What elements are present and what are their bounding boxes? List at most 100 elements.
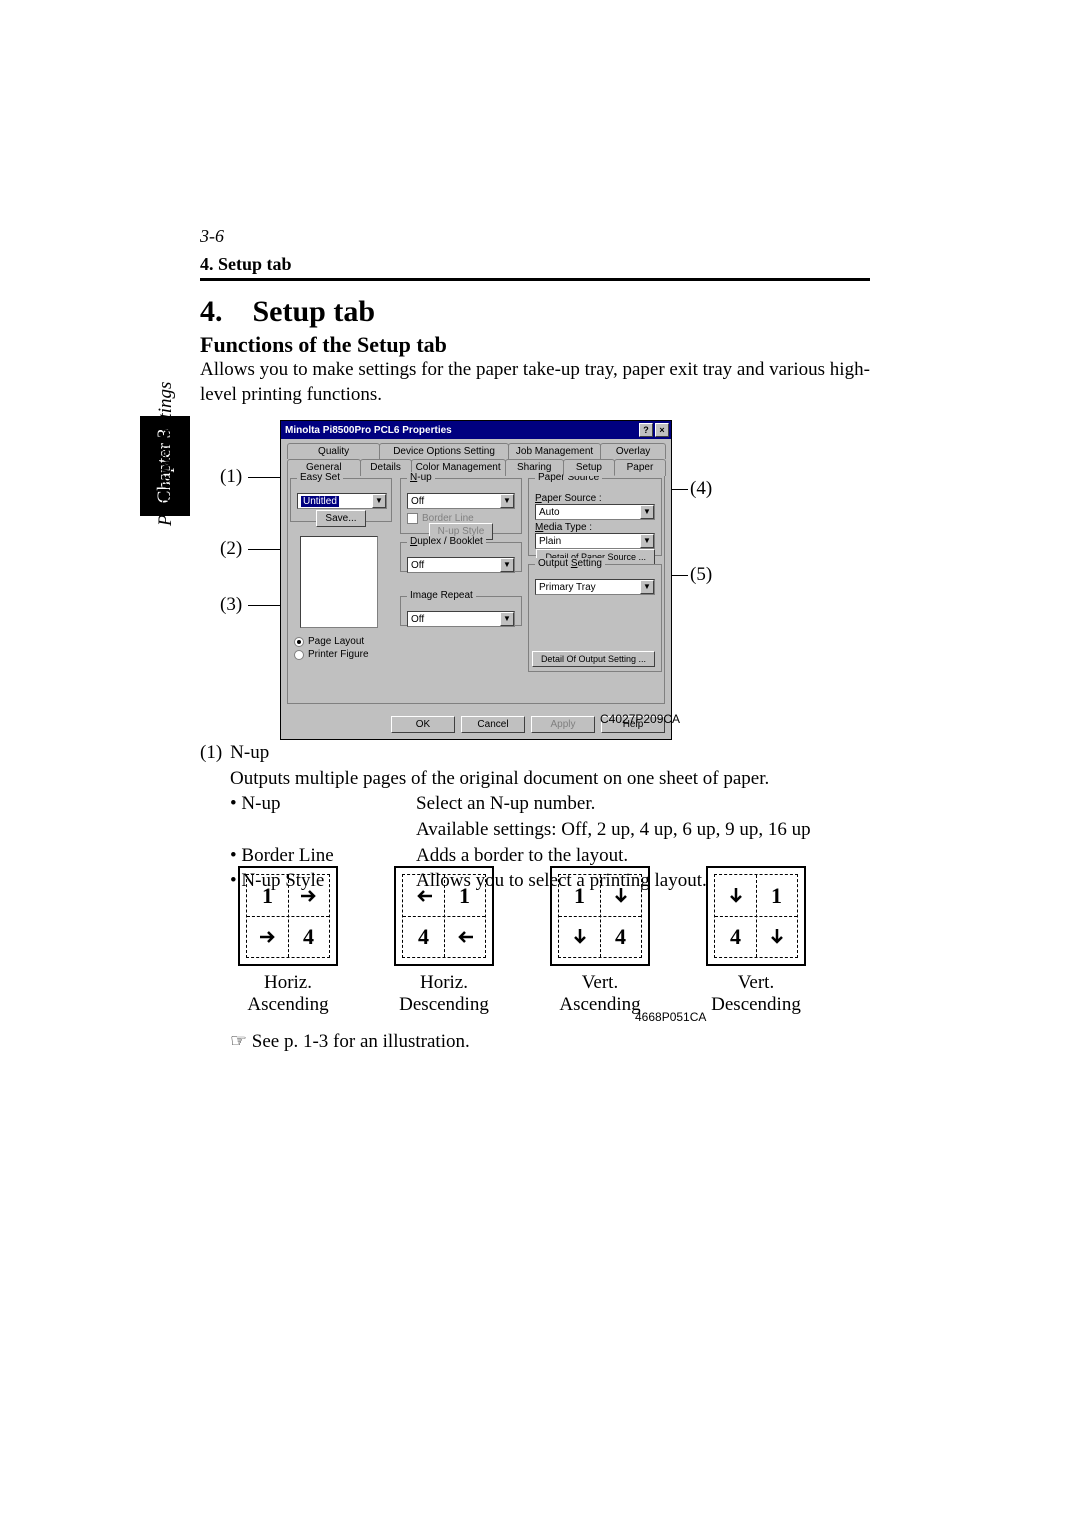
diagram-vert-asc: 1 4 Vert. Ascending bbox=[542, 866, 658, 1016]
tab-device-options[interactable]: Device Options Setting bbox=[379, 443, 509, 459]
close-icon[interactable]: × bbox=[655, 423, 669, 437]
arrow-right-icon bbox=[288, 875, 329, 916]
title-bar: Minolta Pi8500Pro PCL6 Properties ? × bbox=[281, 421, 671, 439]
media-type-combo[interactable]: Plain▼ bbox=[535, 533, 655, 549]
chevron-down-icon: ▼ bbox=[500, 612, 514, 626]
bullet-desc: Available settings: Off, 2 up, 4 up, 6 u… bbox=[416, 817, 870, 843]
cell-number: 1 bbox=[444, 875, 485, 916]
checkbox-icon bbox=[407, 513, 418, 524]
chevron-down-icon: ▼ bbox=[640, 580, 654, 594]
paper-source-group: Paper Source Paper Source : Auto▼ Media … bbox=[528, 478, 662, 556]
radio-icon bbox=[294, 650, 304, 660]
help-icon[interactable]: ? bbox=[639, 423, 653, 437]
diagram-caption: Descending bbox=[386, 994, 502, 1016]
chevron-down-icon: ▼ bbox=[640, 505, 654, 519]
detail-output-button[interactable]: Detail Of Output Setting ... bbox=[532, 651, 655, 667]
image-repeat-group: Image Repeat Off▼ bbox=[400, 596, 522, 626]
output-legend: Output Setting bbox=[535, 558, 605, 569]
image-repeat-legend: Image Repeat bbox=[407, 590, 476, 601]
diagram-caption: Vert. bbox=[698, 972, 814, 994]
illustration-code: 4668P051CA bbox=[635, 1010, 706, 1024]
chevron-down-icon: ▼ bbox=[640, 534, 654, 548]
arrow-down-icon bbox=[756, 916, 797, 957]
diagram-caption: Descending bbox=[698, 994, 814, 1016]
arrow-down-icon bbox=[715, 875, 756, 916]
bullet-label: • Border Line bbox=[230, 843, 416, 869]
pointer-icon: ☞ bbox=[230, 1031, 247, 1052]
dialog-title: Minolta Pi8500Pro PCL6 Properties bbox=[285, 425, 452, 436]
page-number: 3-6 bbox=[200, 226, 224, 247]
diagram-horiz-desc: 1 4 Horiz. Descending bbox=[386, 866, 502, 1016]
ok-button[interactable]: OK bbox=[391, 716, 455, 733]
arrow-right-icon bbox=[247, 916, 288, 957]
media-type-label: Media Type : bbox=[535, 522, 655, 533]
callout-1-label: (1) bbox=[220, 466, 242, 488]
diagram-caption: Ascending bbox=[230, 994, 346, 1016]
properties-dialog: Minolta Pi8500Pro PCL6 Properties ? × Qu… bbox=[280, 420, 672, 740]
easyset-combo[interactable]: Untitled ▼ bbox=[297, 493, 387, 509]
subsection-title: Functions of the Setup tab bbox=[200, 332, 447, 358]
tab-details[interactable]: Details bbox=[360, 459, 412, 476]
paper-source-combo[interactable]: Auto▼ bbox=[535, 504, 655, 520]
dialog-body: Easy Set Untitled ▼ Save... Page Layout … bbox=[287, 476, 665, 704]
diagram-caption: Horiz. bbox=[386, 972, 502, 994]
apply-button[interactable]: Apply bbox=[531, 716, 595, 733]
arrow-down-icon bbox=[600, 875, 641, 916]
intro-paragraph: Allows you to make settings for the pape… bbox=[200, 358, 870, 407]
diagram-vert-desc: 1 4 Vert. Descending bbox=[698, 866, 814, 1016]
preview-box bbox=[300, 536, 378, 628]
paper-source-label: Paper Source : bbox=[535, 493, 655, 504]
breadcrumb: 4. Setup tab bbox=[200, 254, 292, 275]
tab-quality[interactable]: Quality bbox=[287, 443, 380, 459]
view-radios: Page Layout Printer Figure bbox=[294, 636, 369, 660]
cell-number: 1 bbox=[559, 875, 600, 916]
section-name: Setup tab bbox=[253, 295, 376, 328]
cancel-button[interactable]: Cancel bbox=[461, 716, 525, 733]
section-title: 4. Setup tab bbox=[200, 295, 375, 329]
cell-number: 4 bbox=[715, 916, 756, 957]
tab-job-management[interactable]: Job Management bbox=[508, 443, 601, 459]
easyset-legend: Easy Set bbox=[297, 472, 343, 483]
callout-5-label: (5) bbox=[690, 564, 712, 586]
header-rule bbox=[200, 278, 870, 281]
save-button[interactable]: Save... bbox=[316, 510, 365, 527]
diagram-caption: Horiz. bbox=[230, 972, 346, 994]
list-title: N-up bbox=[230, 740, 269, 766]
callout-2-label: (2) bbox=[220, 538, 242, 560]
list-number: (1) bbox=[200, 740, 222, 766]
output-group: Output Setting Primary Tray▼ Detail Of O… bbox=[528, 564, 662, 672]
radio-printer-figure[interactable]: Printer Figure bbox=[294, 649, 369, 660]
diagram-caption: Vert. bbox=[542, 972, 658, 994]
radio-page-layout[interactable]: Page Layout bbox=[294, 636, 369, 647]
image-repeat-combo[interactable]: Off▼ bbox=[407, 611, 515, 627]
duplex-group: Duplex / Booklet Off▼ bbox=[400, 542, 522, 572]
arrow-left-icon bbox=[403, 875, 444, 916]
arrow-down-icon bbox=[559, 916, 600, 957]
nup-legend: N-up bbox=[407, 472, 435, 483]
chevron-down-icon: ▼ bbox=[500, 494, 514, 508]
tab-strip: Quality Device Options Setting Job Manag… bbox=[281, 439, 671, 476]
tab-overlay[interactable]: Overlay bbox=[600, 443, 666, 459]
tab-paper[interactable]: Paper bbox=[614, 459, 666, 476]
nup-group: N-up Off▼ Border Line N-up Style bbox=[400, 478, 522, 534]
duplex-legend: Duplex / Booklet bbox=[407, 536, 486, 547]
easyset-group: Easy Set Untitled ▼ Save... bbox=[290, 478, 392, 522]
footnote: ☞ See p. 1-3 for an illustration. bbox=[230, 1030, 470, 1053]
chevron-down-icon: ▼ bbox=[372, 494, 386, 508]
screenshot-code: C4027P209CA bbox=[600, 712, 680, 726]
output-combo[interactable]: Primary Tray▼ bbox=[535, 579, 655, 595]
nup-diagrams: 1 4 Horiz. Ascending 1 4 Horiz. Descendi… bbox=[230, 866, 814, 1016]
callout-4-label: (4) bbox=[690, 478, 712, 500]
nup-combo[interactable]: Off▼ bbox=[407, 493, 515, 509]
side-label: Properties Settings bbox=[155, 382, 177, 526]
cell-number: 4 bbox=[288, 916, 329, 957]
cell-number: 4 bbox=[403, 916, 444, 957]
callout-3-label: (3) bbox=[220, 594, 242, 616]
tab-setup[interactable]: Setup bbox=[563, 459, 615, 476]
cell-number: 1 bbox=[247, 875, 288, 916]
diagram-horiz-asc: 1 4 Horiz. Ascending bbox=[230, 866, 346, 1016]
cell-number: 4 bbox=[600, 916, 641, 957]
cell-number: 1 bbox=[756, 875, 797, 916]
bullet-desc: Adds a border to the layout. bbox=[416, 843, 870, 869]
duplex-combo[interactable]: Off▼ bbox=[407, 557, 515, 573]
